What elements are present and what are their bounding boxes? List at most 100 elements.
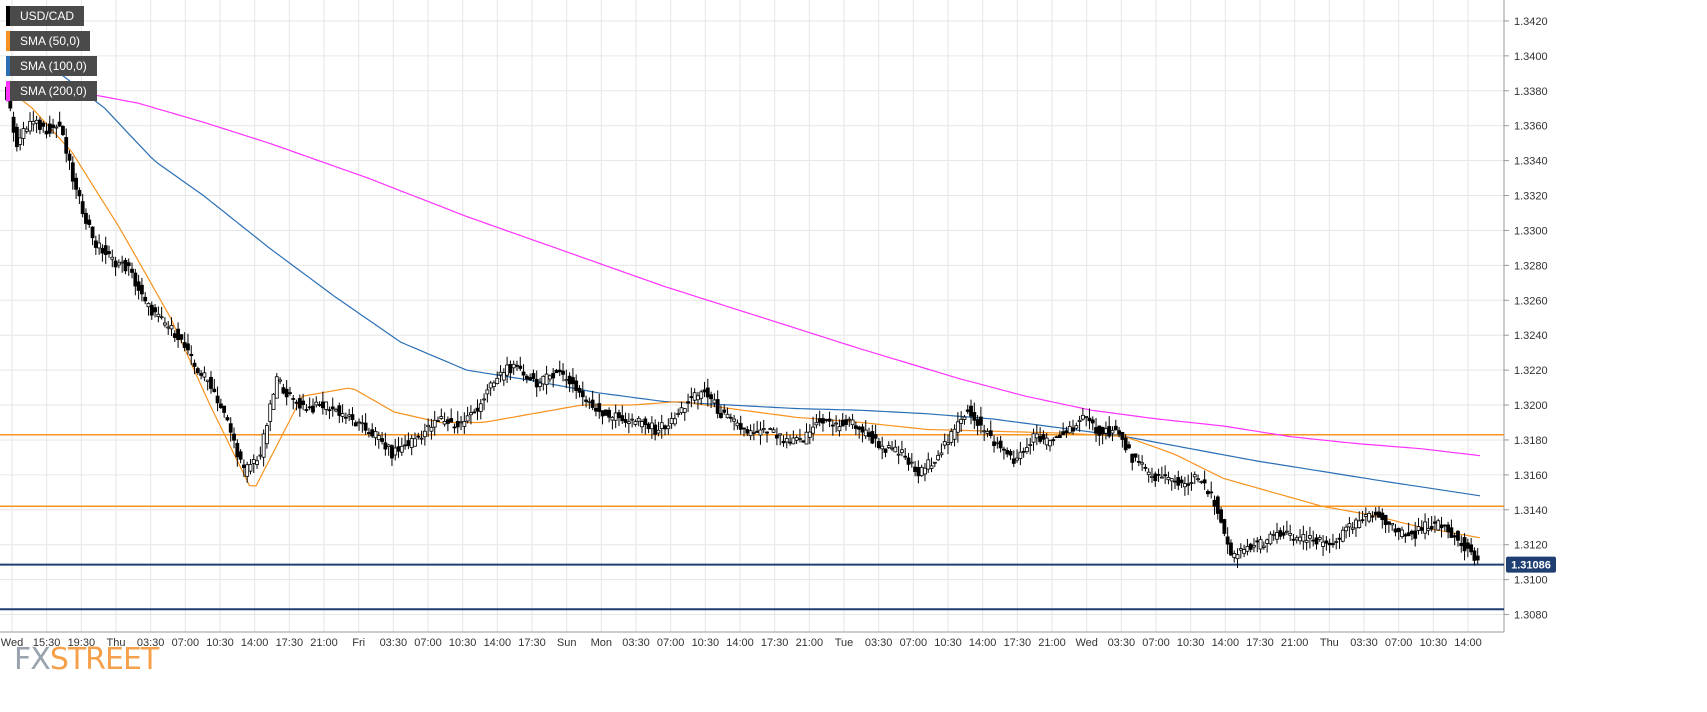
candle-body [567,375,572,385]
candle-body [923,467,927,475]
candle-body [557,369,562,373]
candle-body [192,362,197,367]
candle-body [837,426,842,432]
candle-body [1380,512,1385,520]
candle-body [482,398,486,401]
candle-body [1051,439,1056,442]
candle-body [100,247,105,254]
legend-sma-50[interactable]: SMA (50,0) [6,31,91,51]
candle-body [153,307,157,313]
candle-body [1390,522,1395,526]
candle-body [245,464,250,477]
x-tick-label: Thu [107,637,126,649]
candle-body [297,398,302,409]
candle-body [1087,417,1092,422]
candle-body [380,438,384,442]
candle-body [38,119,42,130]
candle-body [409,438,414,448]
candle-body [307,406,312,409]
candle-body [564,379,569,382]
candle-body [903,455,908,458]
candle-body [488,382,493,389]
candle-body [1163,474,1168,477]
candle-body [610,416,615,421]
x-tick-label: 17:30 [276,637,304,649]
candle-body [1028,444,1033,446]
candle-body [143,296,148,302]
candle-body [636,417,641,422]
candle-body [1396,527,1401,533]
candle-body [1156,473,1161,476]
candle-body [643,418,648,426]
candle-body [847,418,852,421]
candle-body [975,419,980,426]
candle-body [416,435,421,438]
candle-body [844,419,848,425]
candle-body [367,432,371,435]
legend-sma-200[interactable]: SMA (200,0) [6,81,97,101]
candle-body [1107,426,1112,437]
legend-usdcad[interactable]: USD/CAD [6,6,85,26]
x-tick-label: 17:30 [1246,637,1274,649]
candle-body [186,343,190,351]
candle-body [1127,444,1131,449]
candle-body [291,398,296,400]
x-tick-label: 07:00 [1385,637,1413,649]
candle-body [771,429,776,433]
candle-body [324,401,329,410]
candle-body [363,422,368,431]
candle-body [531,373,536,380]
candle-body [202,372,207,378]
candle-body [1265,539,1270,544]
candle-body [633,421,638,425]
candle-body [403,444,408,447]
candle-body [337,405,342,416]
candle-body [327,409,332,412]
candle-body [946,442,950,445]
candle-body [577,387,582,393]
x-tick-label: 10:30 [692,637,720,649]
candle-body [274,376,279,399]
x-tick-label: Mon [591,637,612,649]
candle-body [120,261,125,264]
candle-body [1235,554,1240,560]
candle-body [666,425,671,430]
candle-body [268,403,273,422]
candle-body [985,430,990,434]
candle-body [640,421,644,428]
candle-body [1173,480,1177,483]
candle-body [1048,440,1052,447]
x-tick-label: 14:00 [484,637,512,649]
candle-body [241,464,246,468]
candle-body [1189,482,1194,484]
candle-body [1462,537,1467,552]
candle-body [406,440,411,447]
candle-body [1209,491,1214,494]
candle-body [715,399,720,414]
candle-body [67,153,72,161]
candle-body [1436,520,1441,531]
candle-body [600,410,605,417]
y-tick-label: 1.3260 [1514,295,1548,307]
candle-body [1288,532,1293,536]
candle-body [1301,534,1306,542]
candle-body [1090,419,1095,424]
candle-body [205,379,210,382]
candle-body [271,393,276,410]
candle-body [1357,520,1362,529]
candle-body [1025,447,1029,453]
x-tick-label: 21:00 [1038,637,1066,649]
candle-body [258,454,263,457]
x-tick-label: 19:30 [68,637,96,649]
candle-body [603,409,608,416]
x-tick-label: 07:00 [900,637,928,649]
legend-sma-100[interactable]: SMA (100,0) [6,56,97,76]
candle-body [1123,437,1128,451]
candle-body [742,427,746,430]
candle-body [251,459,256,464]
candle-body [821,418,825,424]
candle-body [126,262,131,267]
x-tick-label: 07:00 [414,637,442,649]
x-tick-label: 03:30 [1350,637,1378,649]
